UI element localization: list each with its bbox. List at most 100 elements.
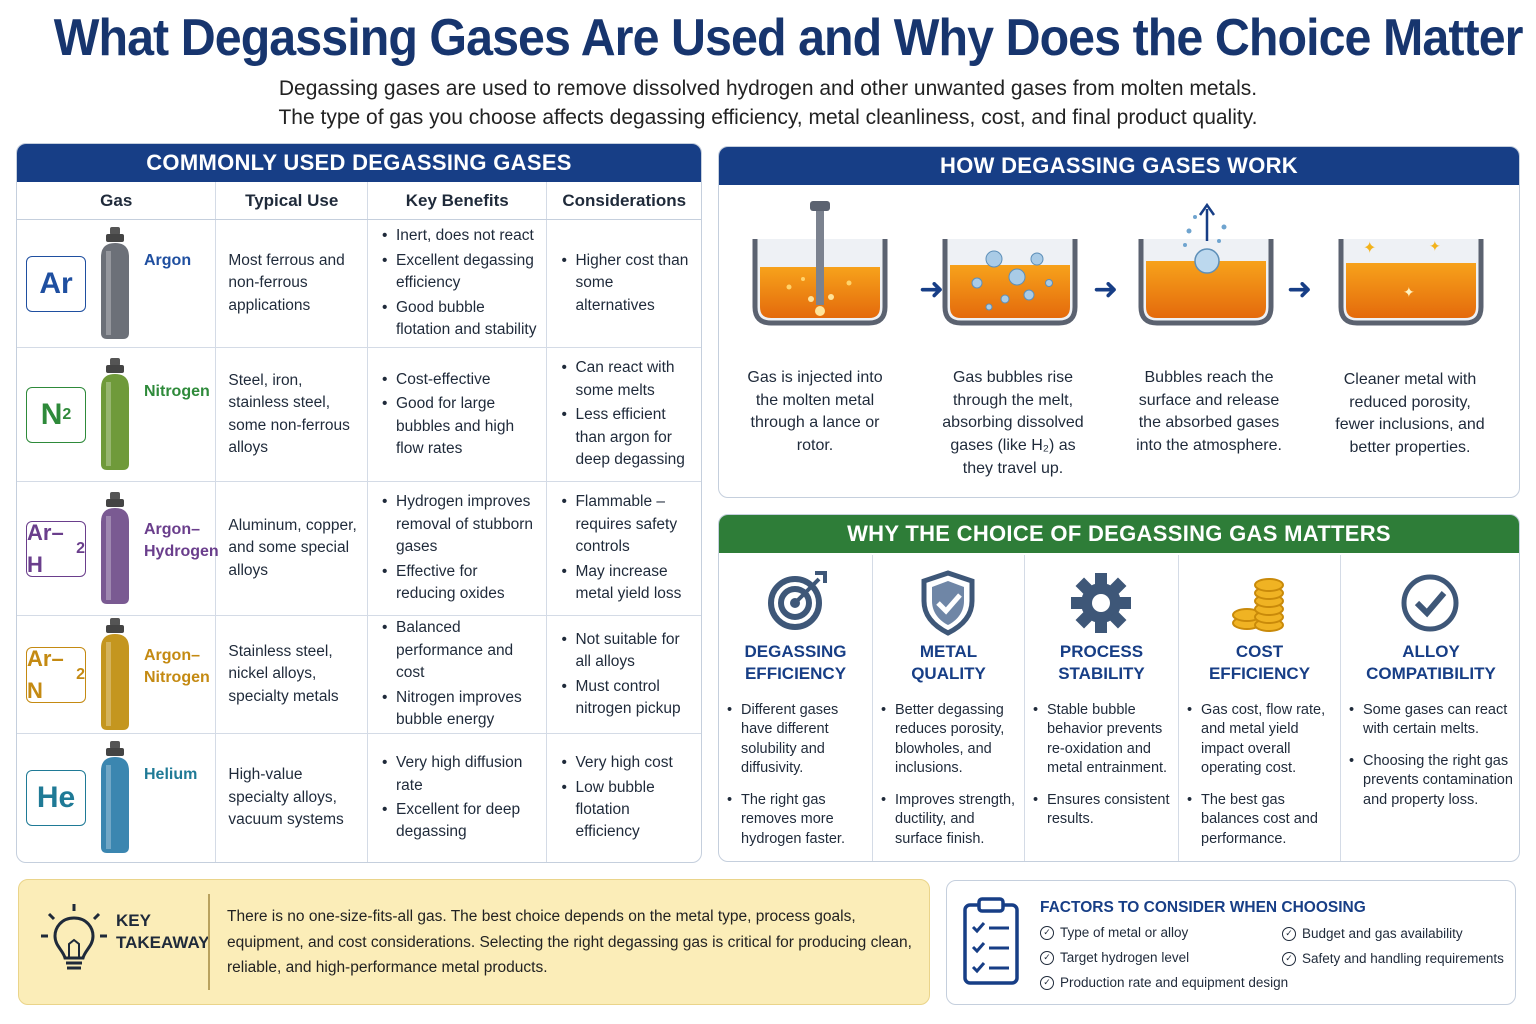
key-takeaway-title: KEY TAKEAWAY [116, 911, 210, 953]
how-it-works-panel: HOW DEGASSING GASES WORK ➜ [718, 146, 1520, 498]
benefits-list: Balanced performance and costNitrogen im… [368, 615, 546, 733]
benefits-list: Inert, does not reactExcellent degassing… [368, 223, 546, 343]
why-point: The best gas balances cost and performan… [1185, 791, 1336, 849]
gas-cylinder-icon [101, 492, 129, 604]
gas-symbol-badge: Ar–N 2 [26, 646, 86, 703]
considerations-cell: Flammable – requires safety controlsMay … [547, 482, 701, 615]
benefit-item: Effective for reducing oxides [380, 561, 540, 606]
gas-symbol-badge: He [26, 770, 86, 826]
key-takeaway-divider [208, 894, 210, 990]
factor-item: ✓ Budget and gas availability [1282, 926, 1463, 941]
benefits-list: Hydrogen improves removal of stubborn ga… [368, 489, 546, 607]
gas-cylinder-icon [101, 227, 129, 339]
why-point: Improves strength, ductility, and surfac… [879, 791, 1020, 849]
svg-text:✦: ✦ [1429, 238, 1441, 254]
benefit-item: Excellent for deep degassing [380, 799, 540, 844]
table-row: N 2 Nitrogen Steel, iron, stainless steel, … [17, 348, 701, 482]
consideration-item: Must control nitrogen pickup [559, 676, 695, 721]
considerations-cell: Not suitable for all alloysMust control … [547, 616, 701, 733]
check-icon: ✓ [1040, 950, 1054, 965]
gas-cell: Ar–H 2 Argon– Hydrogen [17, 482, 219, 615]
gas-cell: N 2 Nitrogen [17, 348, 217, 481]
typical-use-cell: Steel, iron, stainless steel, some non-f… [216, 348, 368, 481]
factor-label: Safety and handling requirements [1302, 951, 1504, 966]
check-icon: ✓ [1040, 925, 1054, 940]
benefit-item: Very high diffusion rate [380, 752, 540, 797]
check-icon: ✓ [1282, 951, 1296, 966]
benefit-item: Inert, does not react [380, 225, 540, 248]
gas-name: Nitrogen [144, 383, 210, 400]
considerations-list: Higher cost than some alternatives [547, 248, 701, 319]
consideration-item: Can react with some melts [559, 357, 695, 402]
benefit-item: Nitrogen improves bubble energy [380, 687, 540, 732]
shield-check-icon-wrap [873, 569, 1024, 637]
why-point: Better degassing reduces porosity, blowh… [879, 701, 1020, 779]
benefit-item: Good for large bubbles and high flow rat… [380, 393, 540, 460]
typical-use-cell: Stainless steel, nickel alloys, specialt… [216, 616, 368, 733]
why-point: Stable bubble behavior prevents re-oxida… [1031, 701, 1174, 779]
benefits-list: Very high diffusion rateExcellent for de… [368, 750, 546, 846]
factor-item: ✓ Target hydrogen level [1040, 950, 1189, 965]
table-row: Ar–H 2 Argon– Hydrogen Aluminum, copper, an… [17, 482, 701, 616]
svg-text:✦: ✦ [1363, 240, 1376, 257]
why-points-list: Some gases can react with certain melts.… [1347, 701, 1517, 822]
gas-symbol-badge: Ar [26, 256, 86, 312]
why-column-title: ALLOY COMPATIBILITY [1366, 642, 1496, 684]
consideration-item: Very high cost [559, 752, 695, 775]
why-point: Gas cost, flow rate, and metal yield imp… [1185, 701, 1336, 779]
gas-cylinder-icon [101, 618, 129, 730]
factor-label: Type of metal or alloy [1060, 925, 1189, 940]
gases-table-title: COMMONLY USED DEGASSING GASES [17, 144, 701, 182]
typical-use-cell: Most ferrous and non-ferrous application… [216, 220, 368, 347]
why-point: Choosing the right gas prevents contamin… [1347, 752, 1517, 810]
table-row: Ar Argon Most ferrous and non-ferrous appl… [17, 220, 701, 348]
gas-symbol: Ar [39, 267, 73, 301]
key-takeaway-box: KEY TAKEAWAY There is no one-size-fits-a… [18, 879, 930, 1005]
gas-cylinder-icon [101, 741, 129, 853]
typical-use-cell: Aluminum, copper, and some special alloy… [216, 482, 368, 615]
target-icon-wrap [719, 569, 872, 637]
why-column: METAL QUALITY Better degassing reduces po… [873, 555, 1025, 861]
why-column: PROCESS STABILITY Stable bubble behavior … [1025, 555, 1179, 861]
why-points-list: Better degassing reduces porosity, blowh… [879, 701, 1020, 861]
coins-icon-wrap [1179, 569, 1340, 637]
consideration-item: Less efficient than argon for deep degas… [559, 404, 695, 471]
typical-use-cell: High-value specialty alloys, vacuum syst… [216, 734, 368, 862]
why-points-list: Different gases have different solubilit… [725, 701, 868, 861]
table-body: Ar Argon Most ferrous and non-ferrous appl… [17, 220, 701, 862]
check-circle-icon-wrap [1341, 569, 1519, 637]
how-it-works-title: HOW DEGASSING GASES WORK [719, 147, 1519, 185]
why-choice-matters-panel: WHY THE CHOICE OF DEGASSING GAS MATTERS … [718, 514, 1520, 862]
gas-symbol: Ar–H [27, 520, 64, 577]
why-points-list: Gas cost, flow rate, and metal yield imp… [1185, 701, 1336, 861]
gas-cell: Ar Argon [17, 220, 217, 347]
svg-text:➜: ➜ [1093, 273, 1118, 306]
target-icon [767, 571, 827, 630]
column-header-use: Typical Use [216, 182, 368, 219]
why-column: DEGASSING EFFICIENCY Different gases have… [719, 555, 873, 861]
key-takeaway-text: There is no one-size-fits-all gas. The b… [227, 908, 912, 977]
why-column-title: PROCESS STABILITY [1058, 642, 1145, 684]
why-point: Different gases have different solubilit… [725, 701, 868, 779]
key-benefits-cell: Inert, does not reactExcellent degassing… [368, 220, 548, 347]
step-1-text: Gas is injected into the molten metal th… [747, 369, 883, 455]
coins-icon [1231, 578, 1284, 632]
factor-label: Production rate and equipment design [1060, 975, 1289, 990]
step-4-text: Cleaner metal with reduced porosity, few… [1335, 371, 1485, 457]
considerations-list: Can react with some meltsLess efficient … [547, 355, 701, 473]
why-column-title: COST EFFICIENCY [1208, 642, 1311, 684]
check-circle-icon [1401, 574, 1459, 632]
gas-symbol: N [40, 398, 63, 432]
consideration-item: May increase metal yield loss [559, 561, 695, 606]
crucible-step-1-icon [752, 201, 888, 326]
why-points-list: Stable bubble behavior prevents re-oxida… [1031, 701, 1174, 842]
step-3-text: Bubbles reach the surface and release th… [1136, 369, 1282, 455]
gas-symbol: Ar–N [27, 646, 64, 703]
considerations-list: Very high costLow bubble flotation effic… [547, 750, 701, 846]
factors-box: FACTORS TO CONSIDER WHEN CHOOSING ✓ Type … [946, 880, 1516, 1005]
key-benefits-cell: Very high diffusion rateExcellent for de… [368, 734, 548, 862]
page-title: What Degassing Gases Are Used and Why Do… [53, 9, 1524, 67]
column-header-benefits: Key Benefits [368, 182, 548, 219]
considerations-list: Flammable – requires safety controlsMay … [547, 489, 701, 607]
